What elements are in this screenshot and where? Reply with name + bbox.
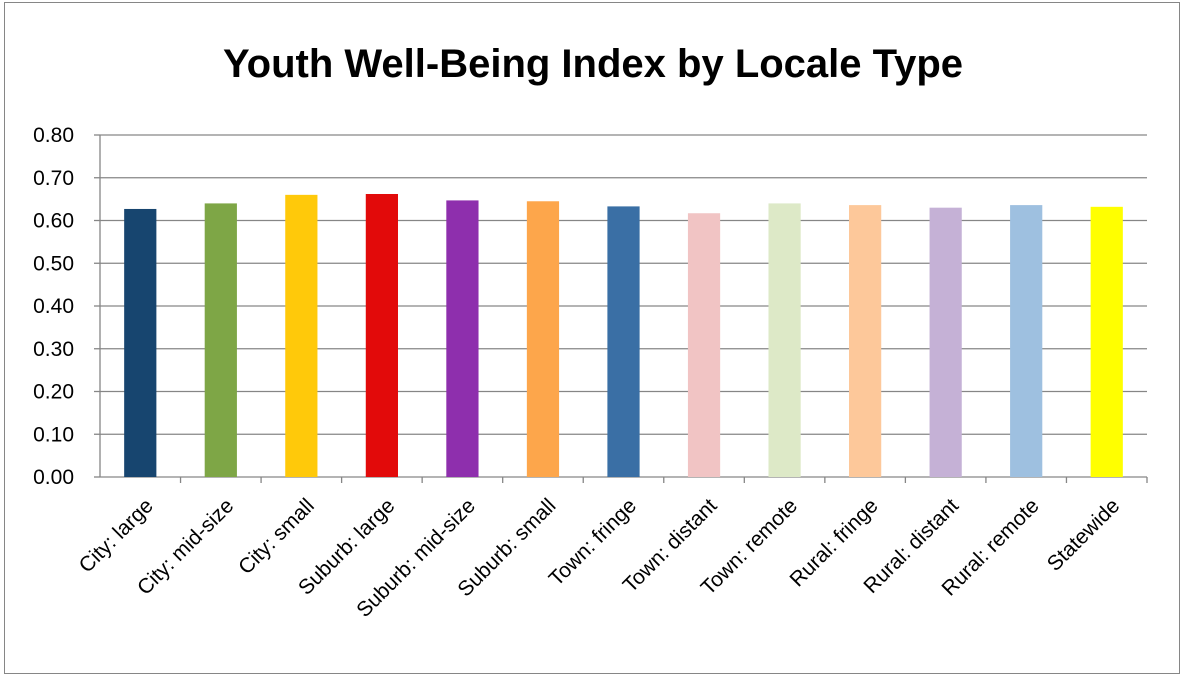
y-tick-labels: 0.00 0.10 0.20 0.30 0.40 0.50 0.60 0.70 0.80 — [33, 124, 74, 489]
x-tick-label: City: small — [234, 494, 319, 579]
chart-frame — [4, 2, 1180, 674]
bars — [124, 193, 1123, 478]
bar — [204, 203, 237, 477]
y-tick-label: 0.00 — [33, 466, 74, 489]
bar — [849, 205, 882, 478]
bar — [446, 200, 479, 477]
bar — [607, 206, 640, 477]
bar — [929, 207, 962, 478]
bar — [365, 193, 398, 477]
bar — [124, 208, 157, 477]
chart-title: Youth Well-Being Index by Locale Type — [222, 42, 964, 86]
y-tick-label: 0.70 — [33, 167, 74, 190]
bar — [687, 213, 721, 478]
bar — [1010, 205, 1043, 478]
y-tick-label: 0.40 — [33, 295, 74, 318]
y-tick-label: 0.30 — [33, 338, 74, 361]
y-tick-label: 0.80 — [33, 124, 74, 147]
y-tick-label: 0.10 — [33, 423, 74, 446]
x-tick-label: Statewide — [1043, 494, 1124, 575]
x-tick-label: City: large — [75, 494, 158, 577]
bar — [768, 203, 801, 477]
bar — [526, 201, 560, 477]
y-tick-label: 0.60 — [33, 210, 74, 233]
y-tick-label: 0.50 — [33, 252, 74, 275]
bar — [285, 194, 318, 477]
y-tick-label: 0.20 — [33, 381, 74, 404]
bar — [1090, 206, 1123, 477]
